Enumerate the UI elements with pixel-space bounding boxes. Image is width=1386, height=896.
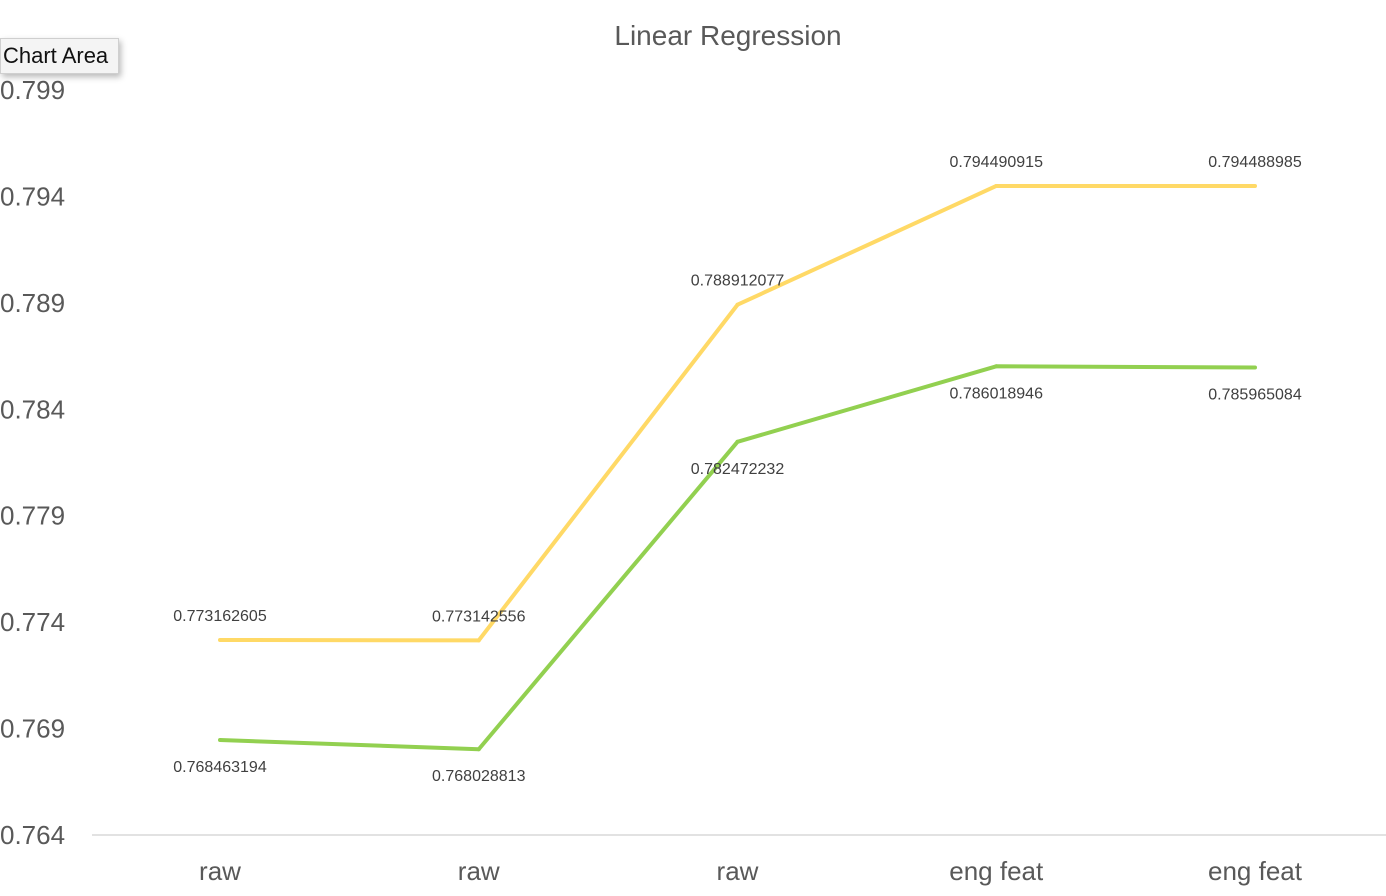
chart-area-tooltip: Chart Area <box>0 38 120 74</box>
data-label: 0.785965084 <box>1208 386 1302 403</box>
series-line-2[interactable] <box>219 364 1256 752</box>
y-tick-label: 0.779 <box>0 501 65 531</box>
y-tick-label: 0.789 <box>0 288 65 318</box>
data-label: 0.768028813 <box>432 768 526 785</box>
series-2-point[interactable] <box>218 737 222 742</box>
series-1-point[interactable] <box>1253 184 1257 189</box>
series-layer <box>218 183 1257 752</box>
series-1-point[interactable] <box>994 183 999 188</box>
series-1-point[interactable] <box>218 637 222 642</box>
y-tick-label: 0.784 <box>0 394 65 424</box>
data-label: 0.786018946 <box>950 385 1044 402</box>
y-tick-label: 0.799 <box>0 75 65 105</box>
data-label: 0.788912077 <box>691 273 785 290</box>
data-label: 0.794490915 <box>950 154 1044 171</box>
series-1-point[interactable] <box>735 302 740 307</box>
y-axis: 0.764 0.769 0.774 0.779 0.784 0.789 0.794 0.799 <box>0 75 65 850</box>
series-line-1[interactable] <box>219 183 1256 643</box>
y-tick-label: 0.764 <box>0 820 65 850</box>
data-label: 0.794488985 <box>1208 154 1302 171</box>
x-tick-label: eng feat <box>1208 856 1303 886</box>
x-tick-label: raw <box>717 856 759 886</box>
data-label: 0.782472232 <box>691 461 785 478</box>
series-2-point[interactable] <box>735 439 740 444</box>
x-tick-label: raw <box>458 856 500 886</box>
series-2-point[interactable] <box>476 747 481 752</box>
data-label: 0.773162605 <box>173 608 267 625</box>
y-tick-label: 0.769 <box>0 714 65 744</box>
y-tick-label: 0.774 <box>0 607 65 637</box>
data-label-layer: 0.773162605 0.773142556 0.788912077 0.79449… <box>173 154 1302 785</box>
series-1-point[interactable] <box>476 638 481 643</box>
x-axis: raw raw raw eng feat eng feat <box>199 856 1303 886</box>
data-label: 0.773142556 <box>432 608 526 625</box>
series-2-point[interactable] <box>1253 365 1257 370</box>
data-label: 0.768463194 <box>173 759 267 776</box>
x-tick-label: eng feat <box>949 856 1044 886</box>
chart-title: Linear Regression <box>614 20 841 51</box>
series-2-point[interactable] <box>994 364 999 369</box>
x-tick-label: raw <box>199 856 241 886</box>
y-tick-label: 0.794 <box>0 181 65 211</box>
